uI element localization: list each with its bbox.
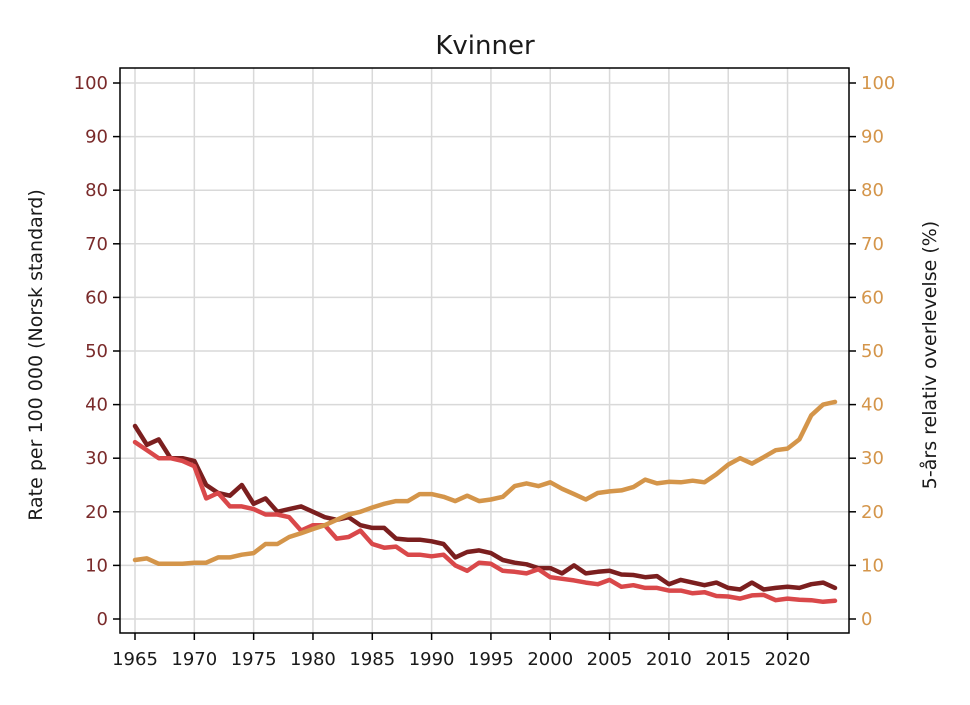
y-axis-label-right: 5-års relativ overlevelse (%) — [918, 221, 941, 489]
y-tick-label-right: 20 — [861, 502, 884, 523]
series-line-3 — [132, 399, 838, 567]
y-tick-label-left: 40 — [85, 395, 108, 416]
y-tick-label-right: 50 — [861, 341, 884, 362]
series-line-2 — [132, 439, 838, 605]
x-tick-label: 1975 — [231, 649, 277, 670]
x-tick-label: 2000 — [527, 649, 573, 670]
chart-title: Kvinner — [435, 31, 535, 61]
y-tick-label-left: 30 — [85, 448, 108, 469]
x-tick-label: 2005 — [587, 649, 633, 670]
y-tick-label-right: 30 — [861, 448, 884, 469]
y-axis-label-left: Rate per 100 000 (Norsk standard) — [25, 189, 47, 521]
y-tick-label-left: 50 — [85, 341, 108, 362]
y-tick-label-left: 20 — [85, 502, 108, 523]
y-tick-label-right: 60 — [861, 287, 884, 308]
y-tick-label-right: 0 — [861, 609, 872, 630]
x-tick-label: 1970 — [171, 649, 217, 670]
series-line-1 — [132, 423, 838, 592]
x-tick-label: 1990 — [409, 649, 455, 670]
left-axis: 0 10 20 30 40 50 60 70 80 90 100 — [74, 73, 120, 630]
x-axis: 1965 1970 1975 1980 1985 1990 1995 2000 2005 2010… — [112, 633, 810, 670]
y-tick-label-right: 10 — [861, 555, 884, 576]
y-tick-label-left: 70 — [85, 234, 108, 255]
y-tick-label-left: 0 — [97, 609, 108, 630]
x-tick-label: 1995 — [468, 649, 514, 670]
y-tick-label-left: 90 — [85, 127, 108, 148]
x-tick-label: 1985 — [349, 649, 395, 670]
y-tick-label-left: 10 — [85, 555, 108, 576]
x-tick-label: 1980 — [290, 649, 336, 670]
y-tick-label-right: 100 — [861, 73, 895, 94]
x-tick-label: 2015 — [705, 649, 751, 670]
y-tick-label-right: 70 — [861, 234, 884, 255]
y-tick-label-right: 90 — [861, 127, 884, 148]
grid-lines — [120, 68, 849, 633]
y-tick-label-right: 40 — [861, 395, 884, 416]
x-tick-label: 2010 — [646, 649, 692, 670]
y-tick-label-left: 80 — [85, 180, 108, 201]
x-tick-label: 2020 — [765, 649, 811, 670]
right-axis: 0 10 20 30 40 50 60 70 80 90 100 — [849, 73, 895, 630]
y-tick-label-right: 80 — [861, 180, 884, 201]
x-tick-label: 1965 — [112, 649, 158, 670]
series-lines — [132, 399, 838, 605]
y-tick-label-left: 60 — [85, 287, 108, 308]
y-tick-label-left: 100 — [74, 73, 108, 94]
